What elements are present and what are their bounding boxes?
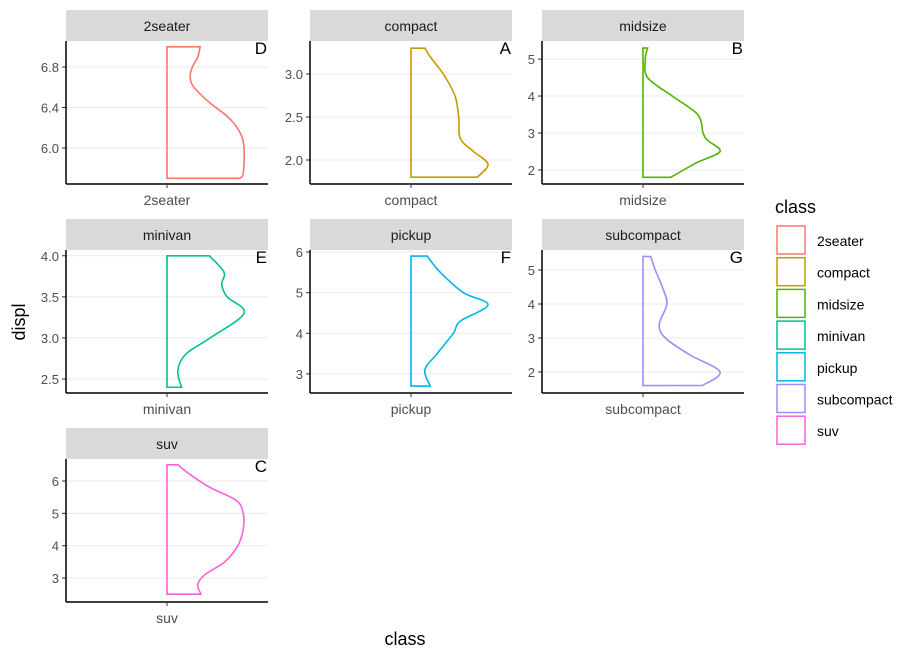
y-tick-label: 3 [52,571,59,586]
legend-item-minivan: minivan [776,320,865,350]
facet-panel-compact: compact 2.0 2.5 3.0 compact A [285,10,512,208]
facet-strip-label: midsize [619,18,667,34]
panel-tag-label: C [255,457,267,476]
y-tick-label: 2 [528,365,535,380]
y-tick-label: 5 [528,263,535,278]
panel-tag-label: F [501,248,511,267]
facet-strip-label: minivan [143,227,191,243]
violin-compact [410,47,489,179]
y-tick-label: 4 [296,326,303,341]
legend-item-2seater: 2seater [776,225,864,255]
panel-tag-label: E [256,248,267,267]
panel-tag-label: G [730,248,743,267]
y-tick-label: 6 [296,245,303,260]
facet-panel-midsize: midsize 2 3 4 5 midsize B [528,10,744,208]
legend-label: 2seater [817,233,864,249]
legend-key [776,352,806,382]
legend-item-pickup: pickup [776,352,858,382]
facet-strip-label: suv [156,436,178,452]
legend-key [776,225,806,255]
y-axis-title: displ [9,303,29,340]
facet-panel-minivan: minivan 2.5 3.0 3.5 4.0 minivan E [41,219,268,417]
facet-strip [310,219,512,250]
facet-strip [66,10,268,41]
y-tick-label: 2 [528,163,535,178]
y-tick-label: 4 [528,89,535,104]
facet-strip [542,10,744,41]
y-tick-label: 5 [52,506,59,521]
legend-key [776,383,806,414]
legend-label: compact [817,265,870,281]
y-tick-label: 2.0 [285,153,303,168]
y-tick-label: 3 [296,367,303,382]
violin-subcompact [642,255,721,387]
legend-label: subcompact [817,392,893,408]
facet-panel-suv: suv 3 4 5 6 suv C [52,428,268,626]
legend-label: minivan [817,328,865,344]
facet-strip [66,219,268,250]
y-tick-label: 3.0 [285,67,303,82]
y-tick-label: 5 [296,286,303,301]
x-tick-label: pickup [391,401,432,417]
panel-tag-label: A [500,39,512,58]
legend-item-midsize: midsize [776,288,865,319]
x-tick-label: midsize [619,192,667,208]
facet-panel-pickup: pickup 3 4 5 6 pickup F [296,219,512,417]
violin-midsize [642,47,721,179]
facet-panel-subcompact: subcompact 2 3 4 5 subcompact G [528,219,744,417]
y-tick-label: 6.8 [41,60,59,75]
legend-item-subcompact: subcompact [776,383,893,414]
y-tick-label: 2.5 [41,372,59,387]
legend-item-compact: compact [776,256,870,287]
legend-title: class [775,197,816,217]
y-tick-label: 6.4 [41,100,59,115]
panel-tag-label: B [732,39,743,58]
x-tick-label: suv [156,610,178,626]
x-tick-label: subcompact [605,401,681,417]
x-tick-label: compact [385,192,438,208]
panel-tag-label: D [255,39,267,58]
y-tick-label: 4 [528,297,535,312]
y-tick-label: 3.5 [41,290,59,305]
x-tick-label: minivan [143,401,191,417]
x-tick-label: 2seater [144,192,191,208]
violin-2seater [166,45,245,180]
y-tick-label: 5 [528,52,535,67]
facet-strip [542,219,744,250]
legend-label: suv [817,423,839,439]
y-tick-label: 4 [52,539,59,554]
legend-key [776,415,806,445]
y-tick-label: 3 [528,126,535,141]
y-tick-label: 6.0 [41,141,59,156]
y-tick-label: 4.0 [41,249,59,264]
facet-panel-2seater: 2seater 6.0 6.4 6.8 2seater D [41,10,268,208]
y-tick-label: 6 [52,474,59,489]
legend-key [776,320,806,350]
legend-key [776,256,806,287]
facet-strip-label: subcompact [605,227,681,243]
violin-minivan [166,254,246,389]
violin-pickup [410,255,489,387]
legend-label: pickup [817,360,858,376]
facet-strip-label: 2seater [144,18,191,34]
legend-label: midsize [817,296,865,312]
violin-suv [166,463,245,596]
y-tick-label: 2.5 [285,110,303,125]
facet-strip [66,428,268,459]
legend-item-suv: suv [776,415,839,445]
facet-strip-label: pickup [391,227,432,243]
facet-strip-label: compact [385,18,438,34]
y-tick-label: 3 [528,331,535,346]
legend-key [776,288,806,319]
facet-strip [310,10,512,41]
x-axis-title: class [384,629,425,649]
y-tick-label: 3.0 [41,331,59,346]
